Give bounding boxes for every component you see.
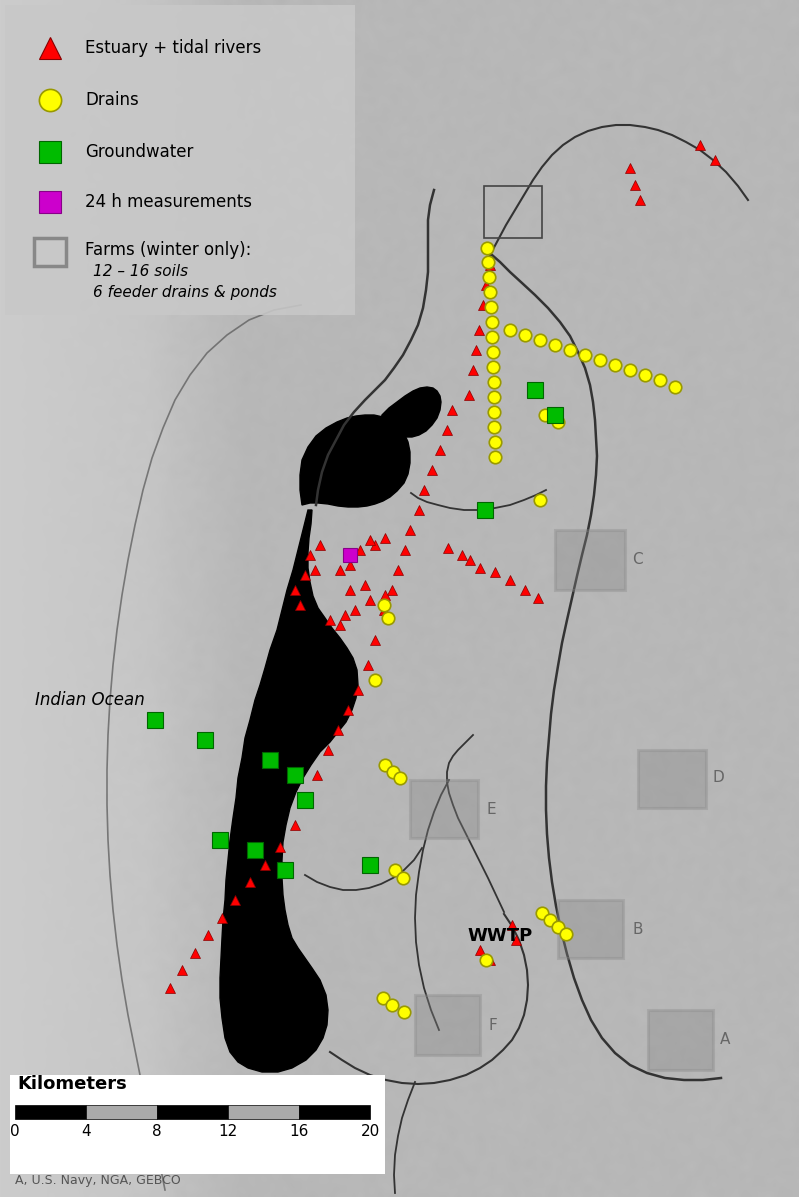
Text: F: F [488,1017,497,1033]
Bar [484,186,542,238]
Text: 12 – 16 soils: 12 – 16 soils [93,265,188,280]
Bar [558,900,623,958]
Text: 0: 0 [10,1124,20,1140]
Bar [415,995,480,1055]
Polygon shape [300,415,410,508]
Text: Farms (winter only):: Farms (winter only): [85,241,252,259]
Text: D: D [713,771,725,785]
Polygon shape [220,510,358,1073]
Text: E: E [487,802,497,818]
Bar [555,530,625,590]
Text: 6 feeder drains & ponds: 6 feeder drains & ponds [93,285,277,299]
Text: Drains: Drains [85,91,139,109]
Bar [10,1075,385,1174]
Polygon shape [381,387,441,437]
Bar [228,1105,299,1119]
Bar [299,1105,370,1119]
Bar [86,1105,157,1119]
Bar [34,238,66,266]
Text: Estuary + tidal rivers: Estuary + tidal rivers [85,40,261,57]
Text: 20: 20 [360,1124,380,1140]
Bar [15,1105,86,1119]
Text: A, U.S. Navy, NGA, GEBCO: A, U.S. Navy, NGA, GEBCO [15,1174,181,1187]
Bar [5,5,355,315]
Bar [157,1105,228,1119]
Text: C: C [632,553,642,567]
Text: Groundwater: Groundwater [85,142,193,162]
Text: 8: 8 [152,1124,162,1140]
Text: Kilometers: Kilometers [17,1075,127,1093]
Text: 4: 4 [81,1124,91,1140]
Bar [648,1010,713,1070]
Bar [638,751,706,808]
Text: A: A [720,1033,730,1047]
Text: Indian Ocean: Indian Ocean [35,691,145,709]
Text: 16: 16 [289,1124,308,1140]
Text: WWTP: WWTP [467,926,533,944]
Text: B: B [632,923,642,937]
Text: 24 h measurements: 24 h measurements [85,193,252,211]
Text: 12: 12 [218,1124,237,1140]
Bar [410,780,478,838]
